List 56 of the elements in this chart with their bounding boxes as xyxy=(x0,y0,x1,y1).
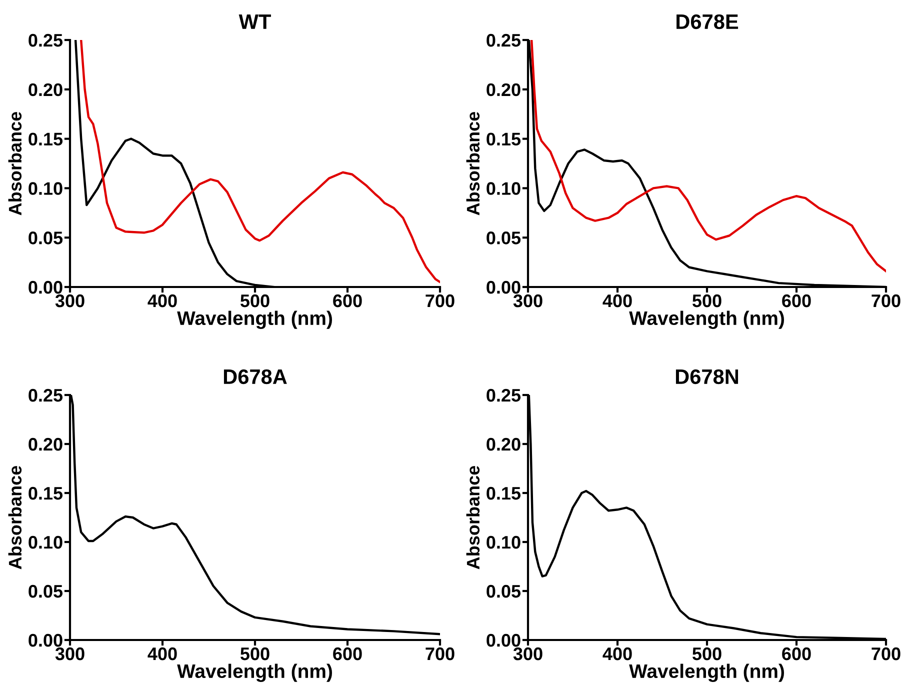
y-tick-label: 0.05 xyxy=(486,232,521,244)
y-tick-label: 0.10 xyxy=(28,182,62,195)
x-tick-label: 600 xyxy=(782,647,811,660)
y-tick-label: 0.05 xyxy=(486,584,521,598)
y-tick-label: 0.00 xyxy=(28,634,62,647)
y-tick-label: 0.20 xyxy=(486,438,520,451)
x-axis-title: Wavelength (nm) xyxy=(629,310,784,329)
x-tick-label: 600 xyxy=(333,647,362,660)
x-tick-label: 700 xyxy=(426,647,454,660)
x-axis-title: Wavelength (nm) xyxy=(629,664,784,682)
y-tick-label: 0.20 xyxy=(28,438,62,451)
y-tick-label: 0.15 xyxy=(28,132,63,146)
y-tick-label: 0.10 xyxy=(28,536,62,549)
chart-title: D678N xyxy=(676,369,738,384)
y-axis-title: Absorbance xyxy=(466,112,480,216)
x-tick-label: 400 xyxy=(602,647,632,660)
x-tick-label: 600 xyxy=(782,294,811,308)
y-tick-label: 0.25 xyxy=(486,34,521,47)
y-tick-label: 0.25 xyxy=(28,388,63,402)
y-tick-label: 0.15 xyxy=(28,486,63,500)
chart-title: D678E xyxy=(676,14,738,30)
y-tick-label: 0.15 xyxy=(486,486,521,500)
x-tick-label: 300 xyxy=(55,647,84,660)
y-tick-label: 0.05 xyxy=(28,232,63,244)
x-tick-label: 500 xyxy=(240,647,270,660)
x-tick-label: 600 xyxy=(333,294,362,308)
y-tick-label: 0.00 xyxy=(486,634,520,647)
y-tick-label: 0.20 xyxy=(28,83,62,96)
x-tick-label: 700 xyxy=(426,294,454,308)
y-tick-label: 0.25 xyxy=(486,388,521,402)
y-tick-label: 0.10 xyxy=(486,536,520,549)
x-tick-label: 400 xyxy=(148,294,177,308)
x-axis-title: Wavelength (nm) xyxy=(177,664,332,682)
x-tick-label: 500 xyxy=(240,294,270,308)
y-tick-label: 0.20 xyxy=(486,83,520,96)
chart-title: WT xyxy=(238,14,271,29)
x-tick-label: 500 xyxy=(692,647,722,660)
y-tick-label: 0.10 xyxy=(486,182,520,195)
y-tick-label: 0.00 xyxy=(486,280,520,294)
y-tick-label: 0.00 xyxy=(28,280,62,294)
x-tick-label: 700 xyxy=(872,294,900,308)
x-tick-label: 300 xyxy=(513,294,542,308)
y-axis-title: Absorbance xyxy=(466,466,480,570)
y-tick-label: 0.25 xyxy=(28,34,63,47)
x-tick-label: 400 xyxy=(602,294,632,308)
x-tick-label: 700 xyxy=(872,647,900,660)
y-axis-title: Absorbance xyxy=(8,112,22,216)
y-tick-label: 0.15 xyxy=(486,132,521,146)
chart-title: D678A xyxy=(224,369,287,384)
x-tick-label: 300 xyxy=(55,294,84,308)
x-tick-label: 400 xyxy=(148,647,177,660)
x-tick-label: 300 xyxy=(513,647,542,660)
y-axis-title: Absorbance xyxy=(8,466,22,570)
x-tick-label: 500 xyxy=(692,294,722,308)
x-axis-title: Wavelength (nm) xyxy=(177,310,332,329)
y-tick-label: 0.05 xyxy=(28,584,63,598)
